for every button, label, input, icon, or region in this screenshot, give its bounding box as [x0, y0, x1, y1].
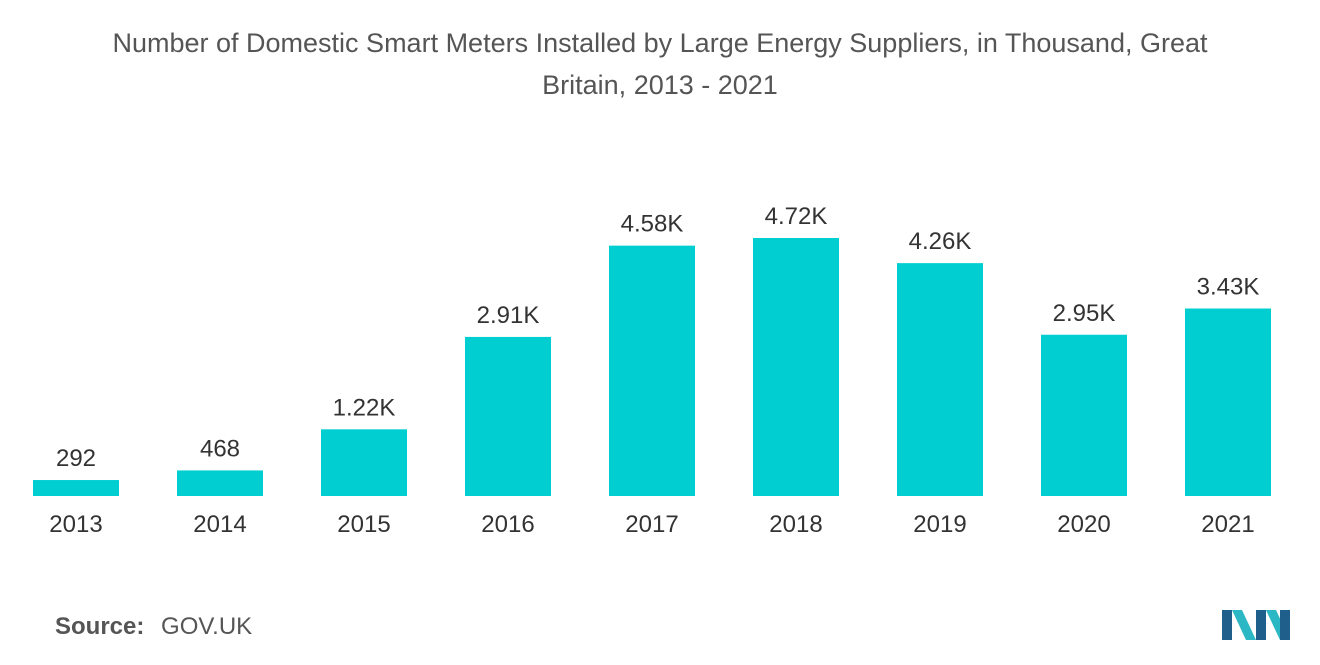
- bar-value-label-2015: 1.22K: [333, 394, 396, 421]
- bar-2014: [177, 470, 263, 496]
- bar-value-label-2016: 2.91K: [477, 302, 540, 329]
- bar-value-label-2018: 4.72K: [765, 203, 828, 230]
- bar-2019: [897, 263, 983, 496]
- x-tick-label-2021: 2021: [1201, 511, 1254, 538]
- x-tick-label-2014: 2014: [193, 511, 246, 538]
- chart-title: Number of Domestic Smart Meters Installe…: [0, 22, 1320, 106]
- bar-value-label-2017: 4.58K: [621, 211, 684, 238]
- bar-chart: 292 2013 468 2014 1.22K 2015 2.91K 2016 4.58K 201…: [33, 203, 1271, 538]
- x-tick-label-2020: 2020: [1057, 511, 1110, 538]
- x-tick-label-2017: 2017: [625, 511, 678, 538]
- bar-2018: [753, 238, 839, 496]
- bar-value-label-2019: 4.26K: [909, 228, 972, 255]
- bar-2015: [321, 429, 407, 496]
- source-value: GOV.UK: [161, 613, 253, 640]
- bar-2016: [465, 336, 551, 496]
- bar-value-label-2021: 3.43K: [1197, 274, 1260, 301]
- bar-value-label-2020: 2.95K: [1053, 300, 1116, 327]
- bar-2013: [33, 480, 119, 496]
- bar-value-label-2014: 468: [200, 435, 240, 462]
- source-note: Source: GOV.UK: [55, 613, 252, 641]
- bar-value-label-2013: 292: [56, 445, 96, 472]
- x-tick-label-2015: 2015: [337, 511, 390, 538]
- source-label: Source:: [55, 613, 145, 640]
- x-tick-label-2013: 2013: [49, 511, 102, 538]
- x-tick-label-2016: 2016: [481, 511, 534, 538]
- chart-title-line-1: Number of Domestic Smart Meters Installe…: [112, 28, 1208, 58]
- x-tick-label-2019: 2019: [913, 511, 966, 538]
- bar-2017: [609, 245, 695, 496]
- bar-2021: [1185, 308, 1271, 496]
- chart-title-line-2: Britain, 2013 - 2021: [542, 70, 778, 100]
- x-tick-label-2018: 2018: [769, 511, 822, 538]
- bar-2020: [1041, 334, 1127, 496]
- mordor-intelligence-logo-icon: [1222, 610, 1290, 640]
